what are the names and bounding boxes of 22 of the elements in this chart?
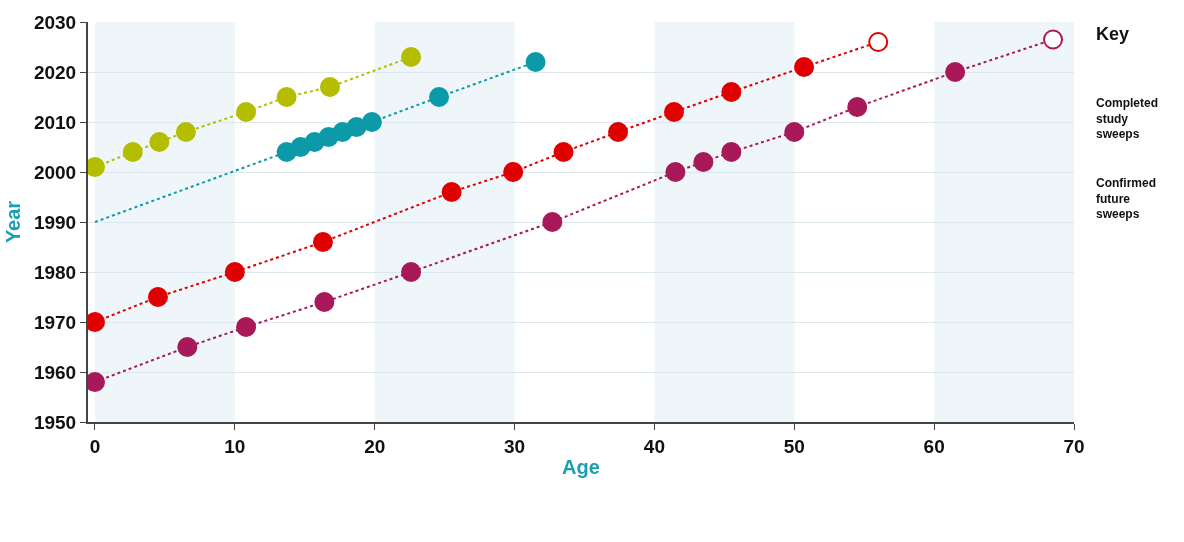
y-tick-label: 1980	[33, 261, 77, 283]
text: Confirmed future sweeps	[1096, 176, 1156, 222]
y-tick-label: 2020	[33, 61, 77, 83]
y-axis-title: Year	[1, 200, 24, 244]
x-tick-label: 60	[923, 435, 945, 457]
y-tick-label: 2000	[33, 161, 77, 183]
y-tick-label: 2030	[33, 11, 77, 33]
y-tick-label: 1970	[33, 311, 77, 333]
text: Completed study sweeps	[1096, 96, 1159, 142]
y-tick-label: 1960	[33, 361, 77, 383]
x-axis-title: Age	[562, 455, 600, 478]
x-tick-label: 30	[504, 435, 526, 457]
x-tick-label: 0	[89, 435, 101, 457]
text: Key	[1096, 24, 1130, 44]
y-tick-label: 1950	[33, 411, 77, 433]
x-tick-label: 20	[364, 435, 386, 457]
y-tick-label: 2010	[33, 111, 77, 133]
x-tick-label: 70	[1063, 435, 1085, 457]
y-tick-label: 1990	[33, 211, 77, 233]
x-tick-label: 10	[224, 435, 246, 457]
x-tick-label: 50	[783, 435, 805, 457]
x-tick-label: 40	[643, 435, 665, 457]
